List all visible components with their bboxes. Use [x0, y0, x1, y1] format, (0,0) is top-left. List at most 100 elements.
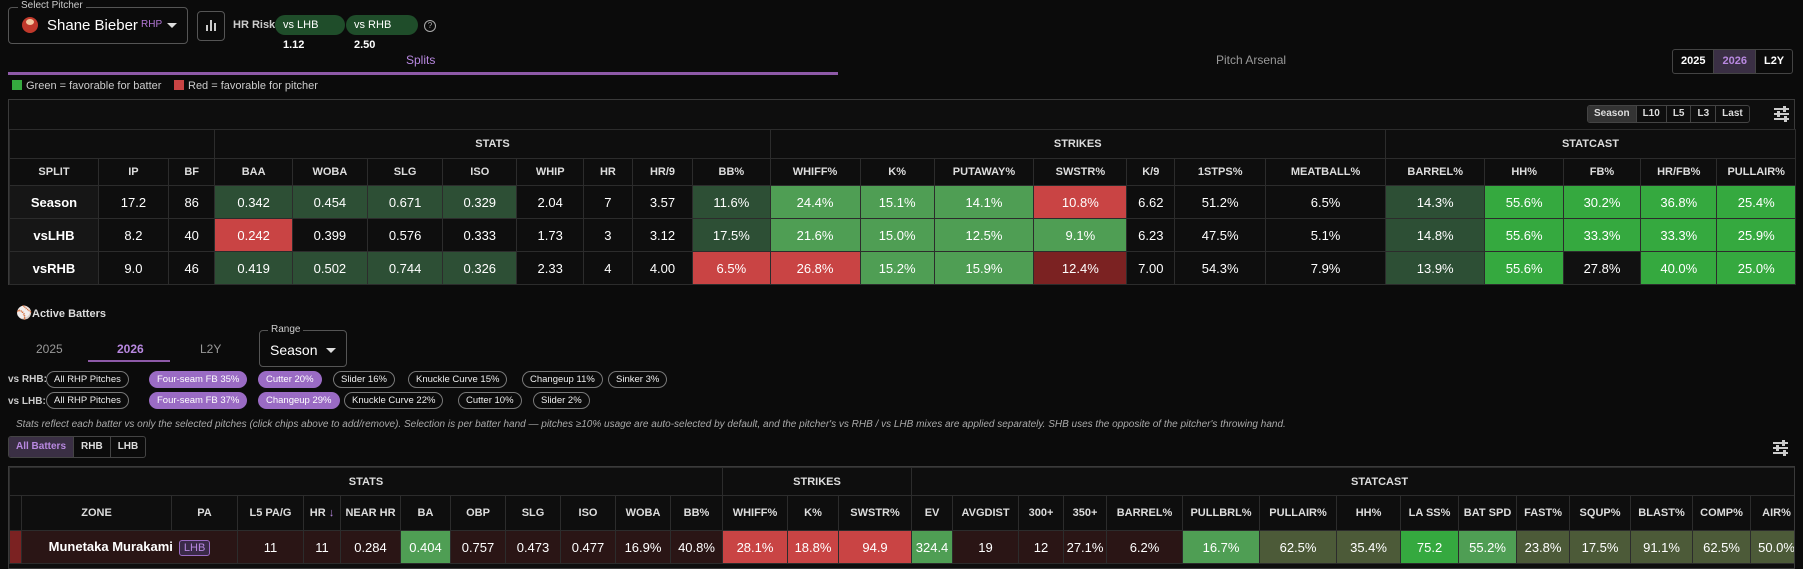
year-option[interactable]: 2025: [1673, 50, 1715, 73]
pitch-chip[interactable]: All RHP Pitches: [46, 371, 129, 388]
range-option[interactable]: L10: [1637, 106, 1667, 122]
column-header[interactable]: HH%: [1336, 495, 1402, 531]
filter-lhb[interactable]: LHB: [117, 441, 139, 452]
column-header[interactable]: NEAR HR: [340, 495, 401, 531]
column-header[interactable]: PUTAWAY%: [933, 158, 1035, 186]
pitch-chip[interactable]: Slider 2%: [533, 392, 590, 409]
range-option[interactable]: L5: [1667, 106, 1692, 122]
column-header[interactable]: PULLBRL%: [1182, 495, 1261, 531]
pitch-chip[interactable]: All RHP Pitches: [46, 392, 129, 409]
column-header[interactable]: SWSTR%: [837, 495, 913, 531]
split-cell: 36.8%: [1640, 185, 1718, 219]
pitch-chip[interactable]: Knuckle Curve 15%: [408, 371, 508, 388]
column-header[interactable]: BAA: [214, 158, 293, 186]
column-header[interactable]: PA: [171, 495, 238, 531]
column-header[interactable]: ZONE: [21, 495, 172, 531]
column-header[interactable]: PULLAIR%: [1259, 495, 1338, 531]
column-header[interactable]: ISO: [560, 495, 616, 531]
column-header[interactable]: PULLAIR%: [1716, 158, 1796, 186]
column-header[interactable]: WHIP: [516, 158, 585, 186]
column-header[interactable]: BLAST%: [1630, 495, 1694, 531]
pitch-chip[interactable]: Cutter 10%: [458, 392, 522, 409]
split-cell: 40: [167, 218, 216, 252]
column-header[interactable]: HR: [583, 158, 633, 186]
split-cell: 55.6%: [1484, 218, 1564, 252]
pitch-chip[interactable]: Cutter 20%: [258, 371, 322, 388]
column-header[interactable]: L5 PA/G: [237, 495, 304, 531]
column-header[interactable]: SLG: [505, 495, 561, 531]
batter-cell: 35.4%: [1336, 530, 1402, 564]
column-header[interactable]: WHIFF%: [722, 495, 788, 531]
column-header[interactable]: SQUP%: [1569, 495, 1632, 531]
split-cell: 12.5%: [933, 218, 1035, 252]
batter-cell: 40.8%: [670, 530, 723, 564]
column-header[interactable]: SLG: [366, 158, 444, 186]
chart-button[interactable]: [197, 11, 225, 41]
split-cell: 25.4%: [1716, 185, 1796, 219]
pitch-chip[interactable]: Four-seam FB 35%: [149, 371, 248, 388]
range-option[interactable]: Season: [1588, 106, 1637, 122]
column-header[interactable]: BB%: [670, 495, 723, 531]
column-header[interactable]: BB%: [692, 158, 771, 186]
range-legend: Range: [268, 324, 304, 335]
column-header[interactable]: SPLIT: [9, 158, 99, 186]
batter-filter-tabs: All Batters RHB LHB: [8, 436, 147, 458]
batters-year-tab[interactable]: 2026: [117, 342, 144, 356]
column-header[interactable]: IP: [97, 158, 169, 186]
column-header[interactable]: MEATBALL%: [1265, 158, 1386, 186]
batters-year-tab[interactable]: 2025: [36, 342, 63, 356]
range-option[interactable]: Last: [1722, 108, 1743, 119]
column-header[interactable]: AIR%: [1750, 495, 1794, 531]
column-header[interactable]: 1STPS%: [1174, 158, 1267, 186]
column-header[interactable]: ISO: [442, 158, 518, 186]
split-row-label: vsRHB: [9, 251, 99, 285]
pitch-chip[interactable]: Four-seam FB 37%: [149, 392, 248, 409]
column-header[interactable]: AVGDIST: [952, 495, 1020, 531]
pitcher-select[interactable]: [8, 7, 188, 44]
column-header[interactable]: BAT SPD: [1458, 495, 1518, 531]
batter-cell: 50.0%: [1750, 530, 1794, 564]
batter-name-cell[interactable]: Munetaka Murakami LHB: [21, 530, 238, 564]
column-settings-icon[interactable]: [1774, 106, 1789, 122]
batters-year-tab[interactable]: L2Y: [200, 342, 222, 356]
column-header[interactable]: K%: [787, 495, 839, 531]
column-header[interactable]: BARREL%: [1106, 495, 1184, 531]
column-header[interactable]: 350+: [1063, 495, 1108, 531]
pitch-chip[interactable]: Slider 16%: [333, 371, 395, 388]
column-header[interactable]: 300+: [1018, 495, 1065, 531]
pitch-chip[interactable]: Changeup 29%: [258, 392, 340, 409]
column-header[interactable]: HR/FB%: [1640, 158, 1718, 186]
column-header[interactable]: WOBA: [615, 495, 671, 531]
year-option[interactable]: 2026: [1714, 50, 1756, 73]
column-header[interactable]: HH%: [1484, 158, 1564, 186]
column-header[interactable]: COMP%: [1692, 495, 1752, 531]
column-header[interactable]: LA SS%: [1400, 495, 1460, 531]
column-header[interactable]: OBP: [450, 495, 506, 531]
pitch-chip[interactable]: Sinker 3%: [608, 371, 668, 388]
tab-splits[interactable]: Splits: [406, 53, 436, 67]
column-header[interactable]: FAST%: [1516, 495, 1571, 531]
year-option[interactable]: L2Y: [1763, 55, 1785, 67]
tab-pitch-arsenal[interactable]: Pitch Arsenal: [1216, 53, 1287, 67]
filter-all-batters[interactable]: All Batters: [9, 437, 75, 457]
column-header[interactable]: BA: [400, 495, 451, 531]
batter-cell: 0.404: [400, 530, 451, 564]
column-header[interactable]: SWSTR%: [1033, 158, 1128, 186]
column-header[interactable]: K%: [859, 158, 935, 186]
range-option[interactable]: L3: [1691, 106, 1717, 122]
column-header[interactable]: BARREL%: [1384, 158, 1486, 186]
column-header[interactable]: WHIFF%: [769, 158, 861, 186]
batters-column-settings-icon[interactable]: [1773, 440, 1788, 456]
split-cell: 0.744: [366, 251, 444, 285]
pitch-chip[interactable]: Knuckle Curve 22%: [344, 392, 444, 409]
help-icon[interactable]: ?: [424, 20, 436, 32]
column-header[interactable]: K/9: [1126, 158, 1176, 186]
column-header[interactable]: BF: [167, 158, 216, 186]
pitch-chip[interactable]: Changeup 11%: [522, 371, 603, 388]
column-header[interactable]: WOBA: [291, 158, 369, 186]
column-header[interactable]: FB%: [1562, 158, 1642, 186]
column-header[interactable]: EV: [911, 495, 954, 531]
column-header[interactable]: HR ↓: [303, 495, 341, 531]
filter-rhb[interactable]: RHB: [74, 437, 111, 457]
column-header[interactable]: HR/9: [631, 158, 694, 186]
